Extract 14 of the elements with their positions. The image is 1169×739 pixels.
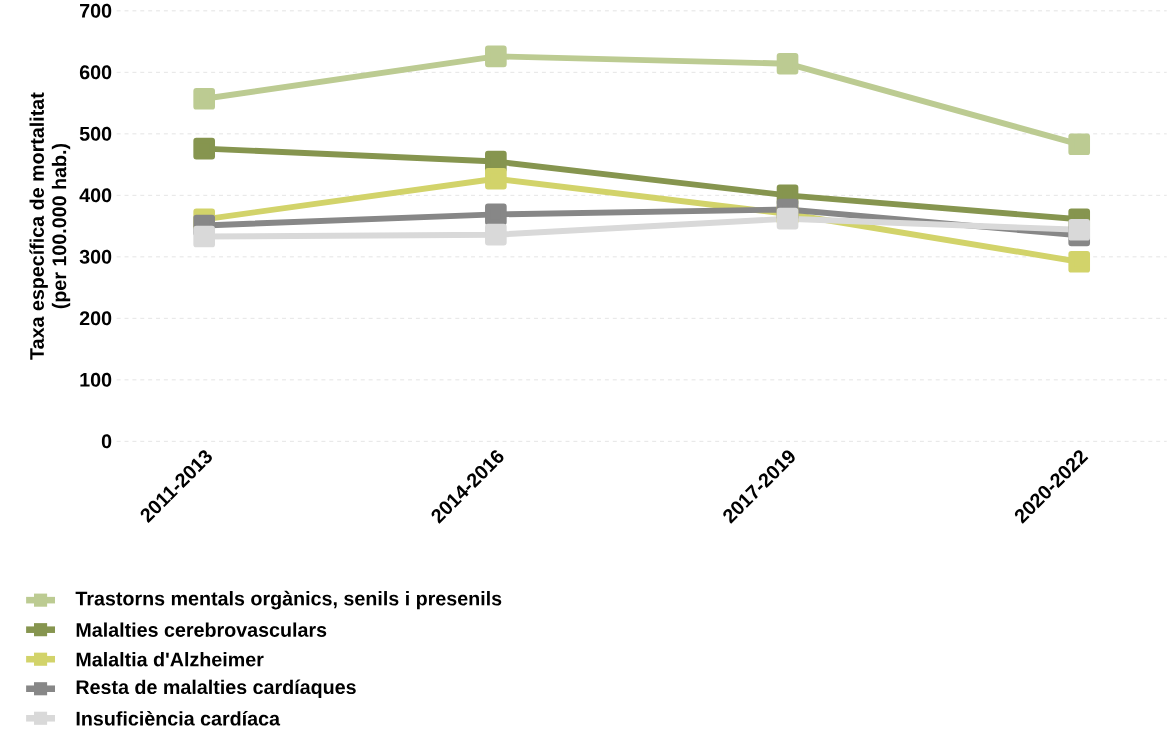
legend-label: Resta de malalties cardíaques — [76, 679, 356, 698]
legend-label: Trastorns mentals orgànics, senils i presenils — [75, 590, 502, 610]
legend-label: Insuficiència cardíaca — [76, 710, 281, 726]
y-tick-label: 700 — [80, 3, 112, 18]
y-tick-label: 600 — [79, 65, 112, 80]
y-tick-label: 0 — [101, 434, 112, 449]
y-tick-label: 500 — [79, 126, 112, 141]
legend-label: Malalties cerebrovasculars — [76, 622, 327, 637]
y-tick-label: 300 — [79, 249, 112, 264]
legend-label: Malaltia d'Alzheimer — [76, 651, 264, 667]
y-tick-label: 100 — [80, 372, 112, 387]
y-tick-label: 200 — [79, 311, 112, 326]
y-tick-label: 400 — [79, 188, 112, 203]
y-axis-title: Taxa específica de mortalitat (per 100.000 hab.) — [29, 92, 71, 360]
